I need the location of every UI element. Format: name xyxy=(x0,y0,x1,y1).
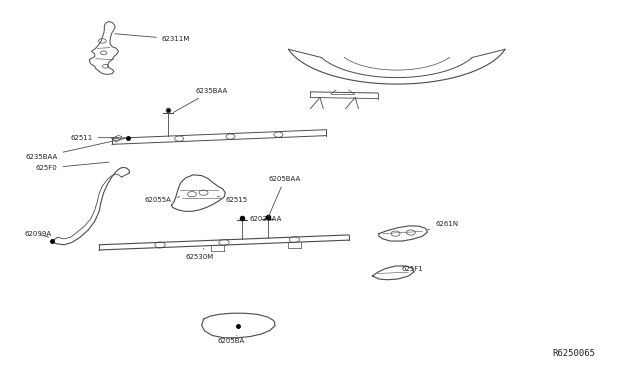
Text: 62530M: 62530M xyxy=(186,248,214,260)
Text: 62055A: 62055A xyxy=(145,197,180,203)
Text: 6261N: 6261N xyxy=(428,221,458,230)
Text: 6205BAA: 6205BAA xyxy=(269,176,301,216)
Text: 62311M: 62311M xyxy=(115,34,190,42)
Text: 62511: 62511 xyxy=(70,135,119,141)
Text: 62099A: 62099A xyxy=(24,231,51,237)
Text: 6203BAA: 6203BAA xyxy=(245,217,282,222)
Text: 62515: 62515 xyxy=(218,196,248,203)
Text: 6205BA: 6205BA xyxy=(218,336,245,344)
Text: R6250065: R6250065 xyxy=(552,349,595,358)
Text: 6235BAA: 6235BAA xyxy=(26,138,125,160)
Text: 625F1: 625F1 xyxy=(402,266,424,272)
Text: 625F0: 625F0 xyxy=(36,162,109,171)
Text: 6235BAA: 6235BAA xyxy=(173,88,227,112)
